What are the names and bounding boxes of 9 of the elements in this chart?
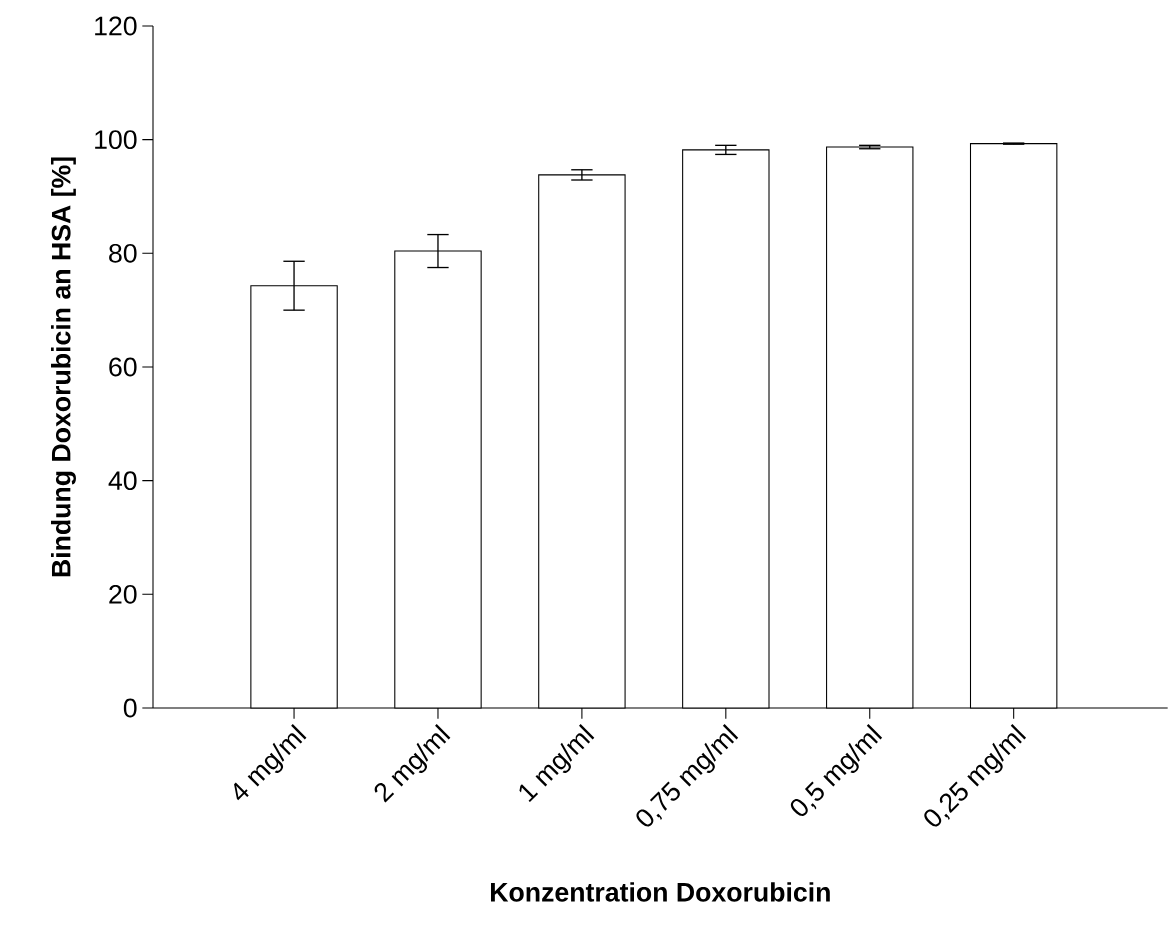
y-axis-title: Bindung Doxorubicin an HSA [%] [51,157,76,577]
y-tick-label: 120 [95,16,137,36]
y-tick-label: 0 [123,698,137,718]
y-tick-label: 80 [109,243,137,263]
y-tick-label: 60 [109,357,137,377]
y-tick-label: 40 [108,471,137,491]
x-axis-title: Konzentration Doxorubicin [491,882,830,902]
y-tick-label: 100 [95,130,137,150]
y-tick-label: 20 [109,584,137,604]
